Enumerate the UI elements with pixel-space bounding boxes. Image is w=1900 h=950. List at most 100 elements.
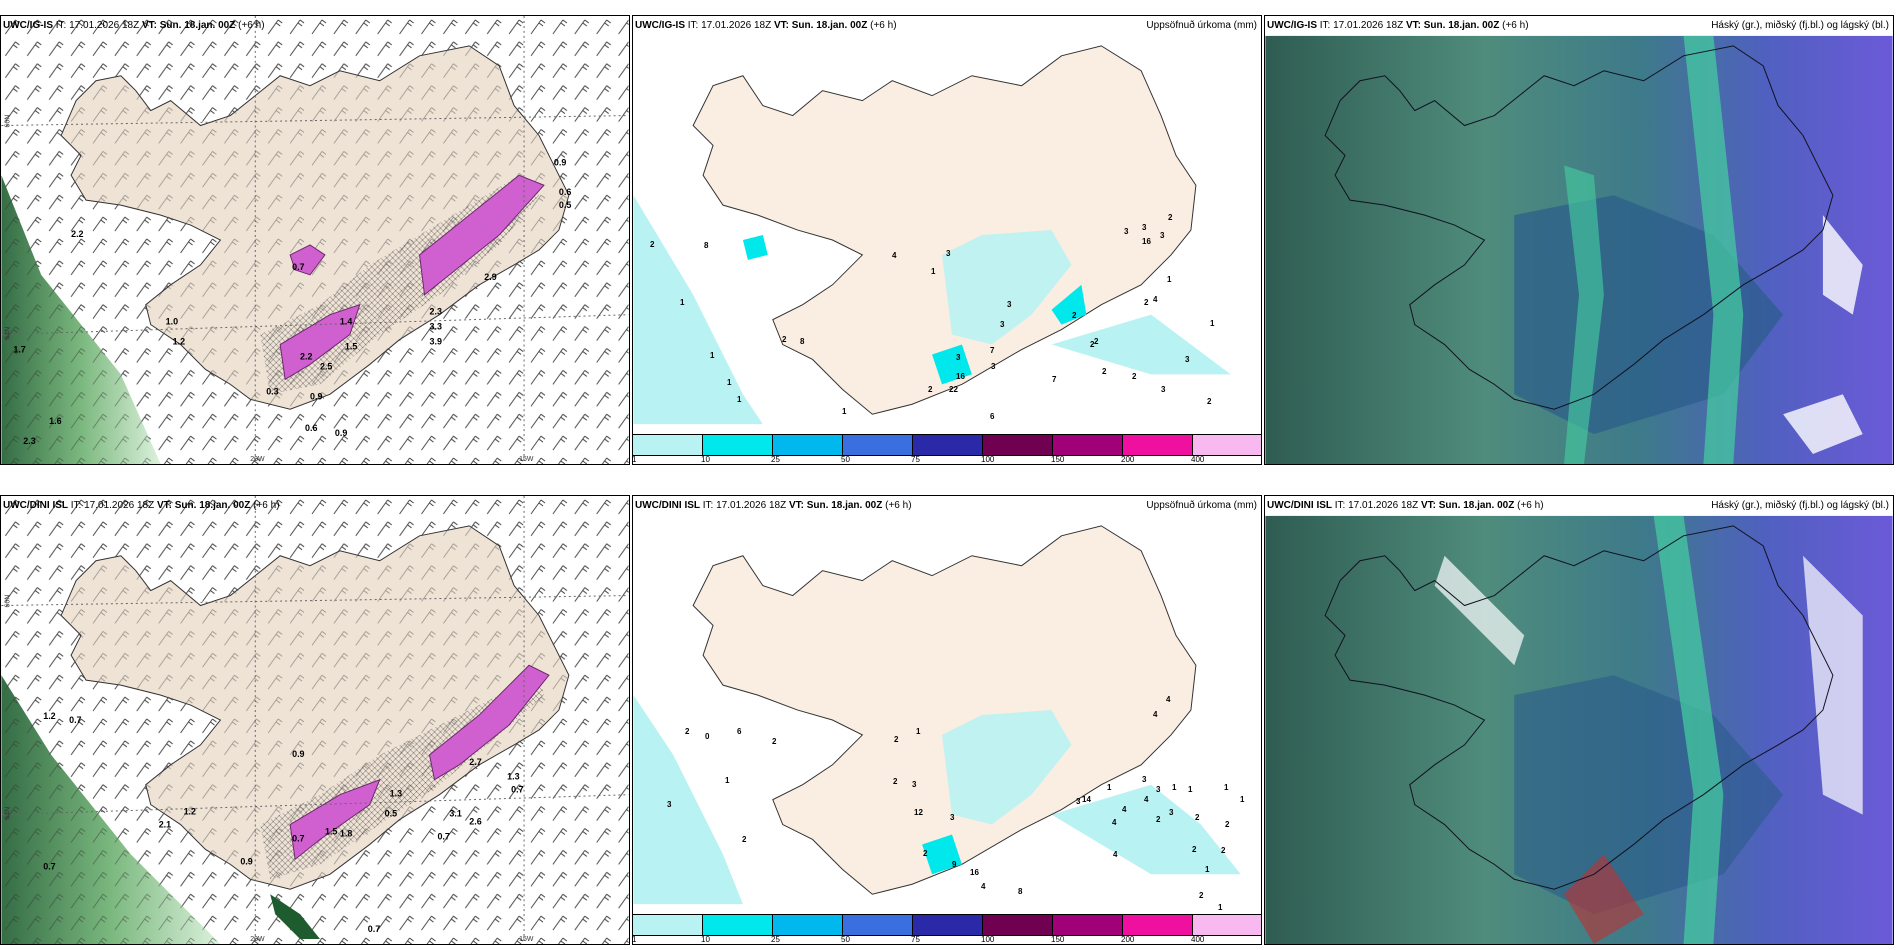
precip-panel-bottom: UWC/DINI ISL IT: 17.01.2026 18Z VT: Sun.… [632,495,1262,945]
panel-title: Uppsöfnuð úrkoma (mm) [1146,20,1257,31]
colorbar-tick: 400 [1191,935,1205,944]
value-label: 0.5 [559,200,571,210]
colorbar-tick: 1 [632,935,637,944]
value-label: 0.9 [554,157,566,167]
iceland-outline [1324,525,1834,890]
value-label: 0.3 [266,386,278,396]
lon-label-20w: 20W [250,936,265,943]
iceland-land [692,525,1197,895]
value-label: 1.4 [340,317,352,327]
value-label: 1.6 [49,416,61,426]
value-label: 3.1 [449,809,461,819]
lon-label-20w: 20W [250,456,265,463]
lat-label-66n: 66N [4,115,11,128]
lat-label-64n: 64N [4,327,11,340]
wind-panel-bottom: UWC/DINI ISL IT: 17.01.2026 18Z VT: Sun.… [0,495,630,945]
colorbar-swatch [633,915,703,935]
cloud-map [1265,35,1893,464]
precip-blob [428,664,550,781]
colorbar-swatch [1193,435,1261,455]
value-label: 2.2 [300,351,312,361]
value-label: 1.2 [173,337,185,347]
wind-map: 20W 15W 66N 64N 0.9 0.6 0.5 0.7 1.4 2.3 … [1,16,629,464]
value-label: 0.7 [69,715,81,725]
precip-blob [289,778,381,861]
value-label: 0.5 [385,809,397,819]
panel-header: UWC/DINI ISL IT: 17.01.2026 18Z VT: Sun.… [3,500,280,511]
colorbar-swatch [1123,435,1193,455]
value-label: 1.3 [507,772,519,782]
colorbar-tick: 400 [1191,455,1205,464]
colorbar-ticks: 1 10 25 50 75 100 150 200 400 [632,935,1261,944]
value-label: 0.7 [437,831,449,841]
value-label: 1.5 [345,342,357,352]
colorbar-tick: 50 [841,935,850,944]
colorbar-swatch [983,915,1053,935]
panel-header: UWC/IG-IS IT: 17.01.2026 18Z VT: Sun. 18… [3,20,265,31]
wind-map: 20W 15W 66N 64N 1.2 0.7 1.2 2.1 0.9 0.7 … [1,496,629,944]
panel-title: Uppsöfnuð úrkoma (mm) [1146,500,1257,511]
colorbar-swatch [703,915,773,935]
colorbar-tick: 200 [1121,455,1135,464]
value-label: 0.7 [43,861,55,871]
lat-label-66n: 66N [4,595,11,608]
value-label: 2.2 [71,229,83,239]
colorbar-tick: 75 [911,455,920,464]
lon-label-15w: 15W [519,456,534,463]
colorbar-tick: 100 [981,455,995,464]
value-label: 3.3 [429,322,441,332]
value-label: 1.3 [390,789,402,799]
colorbar-swatch [913,435,983,455]
colorbar-tick: 10 [701,935,710,944]
precip-blob [289,244,326,276]
colorbar-swatch [913,915,983,935]
wind-panel-top: UWC/IG-IS IT: 17.01.2026 18Z VT: Sun. 18… [0,15,630,465]
cloud-map [1265,515,1893,944]
value-label: 1.8 [340,828,352,838]
colorbar-tick: 75 [911,935,920,944]
colorbar-tick: 25 [771,935,780,944]
value-label: 1.7 [13,344,25,354]
value-label: 3.9 [429,337,441,347]
panel-title: Háský (gr.), miðský (fj.bl.) og lágský (… [1711,20,1889,31]
colorbar-tick: 150 [1051,455,1065,464]
panel-header: UWC/IG-IS IT: 17.01.2026 18Z VT: Sun. 18… [1267,20,1529,31]
iceland-outline [1324,45,1834,410]
value-label: 0.9 [240,856,252,866]
value-label: 2.3 [23,436,35,446]
value-label: 2.6 [469,817,481,827]
colorbar-tick: 200 [1121,935,1135,944]
colorbar-swatch [1123,915,1193,935]
colorbar-swatch [983,435,1053,455]
lat-label-64n: 64N [4,807,11,820]
value-label: 0.6 [305,423,317,433]
cloud-panel-bottom: UWC/DINI ISL IT: 17.01.2026 18Z VT: Sun.… [1264,495,1894,945]
colorbar-swatch [843,915,913,935]
colorbar-swatch [1053,435,1123,455]
panel-header: UWC/DINI ISL IT: 17.01.2026 18Z VT: Sun.… [1267,500,1544,511]
value-label: 0.9 [310,391,322,401]
colorbar-ticks: 1 10 25 50 75 100 150 200 400 [632,455,1261,464]
panel-title: Háský (gr.), miðský (fj.bl.) og lágský (… [1711,500,1889,511]
colorbar-tick: 150 [1051,935,1065,944]
value-label: 2.1 [159,820,171,830]
precip-map [633,525,1241,905]
iceland-land [692,45,1197,415]
value-label: 0.9 [292,749,304,759]
panel-header: UWC/IG-IS IT: 17.01.2026 18Z VT: Sun. 18… [635,20,897,31]
colorbar-swatch [703,435,773,455]
colorbar-swatch [1193,915,1261,935]
colorbar-tick: 100 [981,935,995,944]
cloud-panel-top: UWC/IG-IS IT: 17.01.2026 18Z VT: Sun. 18… [1264,15,1894,465]
value-label: 0.7 [368,924,380,934]
colorbar-tick: 1 [632,455,637,464]
precip-map [633,45,1231,425]
value-label: 2.5 [320,361,332,371]
colorbar-tick: 50 [841,455,850,464]
colorbar-swatch [773,915,843,935]
value-label: 1.0 [166,317,178,327]
colorbar-swatch [633,435,703,455]
panel-header: UWC/DINI ISL IT: 17.01.2026 18Z VT: Sun.… [635,500,912,511]
value-label: 1.2 [184,807,196,817]
value-label: 0.7 [292,262,304,272]
